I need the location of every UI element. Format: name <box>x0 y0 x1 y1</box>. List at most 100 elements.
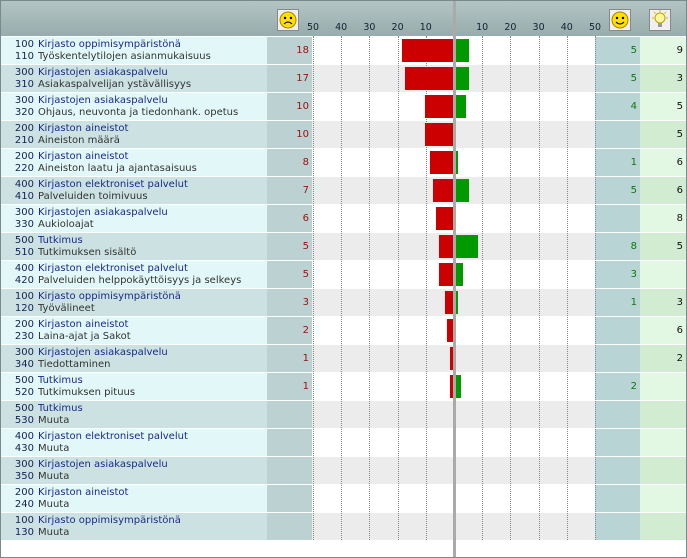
group-name: Kirjaston aineistot <box>38 122 129 134</box>
grid-line <box>369 36 371 540</box>
item-line: 130 Muuta <box>1 527 265 539</box>
ideas-count: 2 <box>640 345 686 372</box>
group-name: Kirjastojen asiakaspalvelu <box>38 66 168 78</box>
row-label: 500 Tutkimus 530 Muuta <box>1 401 267 428</box>
group-code: 400 <box>14 262 34 274</box>
ideas-count <box>640 485 686 512</box>
group-code: 100 <box>14 38 34 50</box>
item-code: 350 <box>14 470 34 482</box>
axis-tick-label: 40 <box>560 22 573 33</box>
item-code: 510 <box>14 246 34 258</box>
negative-count <box>267 485 312 512</box>
positive-count: 5 <box>595 37 640 64</box>
group-line: 400 Kirjaston elektroniset palvelut <box>1 179 265 191</box>
item-code: 230 <box>14 330 34 342</box>
negative-bar <box>402 39 453 62</box>
row-label: 300 Kirjastojen asiakaspalvelu 340 Tiedotta… <box>1 345 267 372</box>
grid-line <box>397 36 399 540</box>
ideas-count: 5 <box>640 233 686 260</box>
negative-count: 5 <box>267 261 312 288</box>
item-label: Muuta <box>38 414 70 426</box>
item-code: 310 <box>14 78 34 90</box>
axis-tick-label: 10 <box>476 22 489 33</box>
item-label: Muuta <box>38 526 70 538</box>
grid-line <box>313 36 314 540</box>
axis-tick-label: 40 <box>335 22 348 33</box>
group-line: 100 Kirjasto oppimisympäristönä <box>1 39 265 51</box>
axis-tick-label: 20 <box>391 22 404 33</box>
positive-count: 3 <box>595 261 640 288</box>
positive-count <box>595 513 640 540</box>
header: 50 40 30 20 10 10 20 30 40 50 <box>1 1 686 36</box>
item-line: 420 Palveluiden helppokäyttöisyys ja selk… <box>1 275 265 287</box>
group-name: Tutkimus <box>38 234 83 246</box>
ideas-count: 5 <box>640 93 686 120</box>
group-code: 100 <box>14 514 34 526</box>
row-label: 400 Kirjaston elektroniset palvelut 430 Muu… <box>1 429 267 456</box>
item-code: 240 <box>14 498 34 510</box>
positive-count: 5 <box>595 177 640 204</box>
group-name: Kirjaston aineistot <box>38 318 129 330</box>
negative-bar <box>430 151 453 174</box>
positive-count <box>595 205 640 232</box>
negative-bar <box>447 319 453 342</box>
group-code: 300 <box>14 94 34 106</box>
item-label: Aineiston laatu ja ajantasaisuus <box>38 162 197 174</box>
ideas-count: 6 <box>640 317 686 344</box>
negative-count: 8 <box>267 149 312 176</box>
row-label: 200 Kirjaston aineistot 210 Aineiston määrä <box>1 121 267 148</box>
group-line: 400 Kirjaston elektroniset palvelut <box>1 263 265 275</box>
table-row: 500 Tutkimus 530 Muuta <box>1 400 686 428</box>
row-label: 200 Kirjaston aineistot 230 Laina-ajat ja S… <box>1 317 267 344</box>
positive-count: 5 <box>595 65 640 92</box>
item-line: 350 Muuta <box>1 471 265 483</box>
group-line: 500 Tutkimus <box>1 375 265 387</box>
positive-count <box>595 401 640 428</box>
table-row: 400 Kirjaston elektroniset palvelut 420 Pal… <box>1 260 686 288</box>
group-name: Kirjastojen asiakaspalvelu <box>38 206 168 218</box>
axis-tick-label: 30 <box>363 22 376 33</box>
ideas-count: 6 <box>640 149 686 176</box>
negative-count: 10 <box>267 121 312 148</box>
axis-tick-label: 10 <box>419 22 432 33</box>
item-label: Työvälineet <box>38 302 95 314</box>
group-line: 200 Kirjaston aineistot <box>1 151 265 163</box>
positive-bar <box>455 67 470 90</box>
group-name: Kirjastojen asiakaspalvelu <box>38 458 168 470</box>
group-line: 500 Tutkimus <box>1 403 265 415</box>
positive-bar <box>455 235 478 258</box>
negative-count <box>267 401 312 428</box>
negative-count: 1 <box>267 345 312 372</box>
negative-bar <box>424 95 453 118</box>
grid-line <box>595 36 596 540</box>
negative-count <box>267 429 312 456</box>
group-code: 100 <box>14 290 34 302</box>
item-label: Työskentelytilojen asianmukaisuus <box>38 50 211 62</box>
positive-count: 8 <box>595 233 640 260</box>
item-line: 340 Tiedottaminen <box>1 359 265 371</box>
row-label: 100 Kirjasto oppimisympäristönä 120 Työväli… <box>1 289 267 316</box>
group-name: Kirjaston elektroniset palvelut <box>38 178 188 190</box>
item-code: 330 <box>14 218 34 230</box>
item-label: Aineiston määrä <box>38 134 120 146</box>
axis-tick-label: 50 <box>306 22 320 33</box>
table-row: 300 Kirjastojen asiakaspalvelu 350 Muuta <box>1 456 686 484</box>
axis-tick-label: 20 <box>504 22 517 33</box>
group-code: 300 <box>14 458 34 470</box>
row-label: 300 Kirjastojen asiakaspalvelu 330 Aukioloa… <box>1 205 267 232</box>
group-name: Kirjasto oppimisympäristönä <box>38 38 181 50</box>
ideas-count: 9 <box>640 37 686 64</box>
group-line: 200 Kirjaston aineistot <box>1 123 265 135</box>
negative-count: 3 <box>267 289 312 316</box>
negative-bar <box>444 291 453 314</box>
group-code: 300 <box>14 66 34 78</box>
negative-count: 17 <box>267 65 312 92</box>
item-code: 430 <box>14 442 34 454</box>
grid-line <box>482 36 484 540</box>
positive-icon <box>609 9 631 31</box>
positive-count <box>595 429 640 456</box>
item-label: Laina-ajat ja Sakot <box>38 330 131 342</box>
group-line: 300 Kirjastojen asiakaspalvelu <box>1 67 265 79</box>
row-label: 300 Kirjastojen asiakaspalvelu 310 Asiakasp… <box>1 65 267 92</box>
item-line: 530 Muuta <box>1 415 265 427</box>
